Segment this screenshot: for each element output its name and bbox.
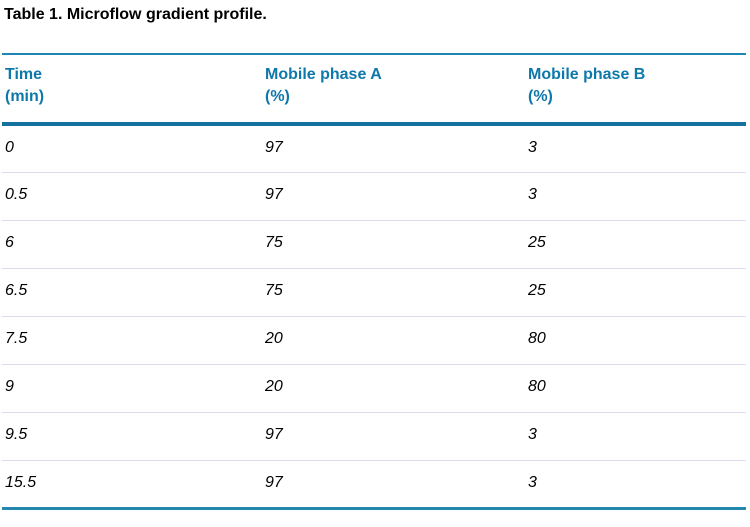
cell-time: 0 — [5, 139, 14, 156]
cell-phase-b: 3 — [528, 139, 537, 156]
cell-phase-b: 80 — [525, 315, 746, 364]
cell-phase-b: 80 — [525, 363, 746, 412]
table-row: 7.5 20 80 — [2, 315, 746, 364]
table-header: Time (min) Mobile phase A (%) Mobile pha… — [2, 54, 746, 126]
table-row: 0 97 3 — [2, 124, 746, 172]
gradient-profile-table: Time (min) Mobile phase A (%) Mobile pha… — [2, 53, 746, 510]
cell-phase-a: 97 — [265, 139, 283, 156]
page-title: Table 1. Microflow gradient profile. — [4, 6, 267, 23]
header-row: Time (min) Mobile phase A (%) Mobile pha… — [2, 54, 746, 126]
cell-phase-b: 3 — [525, 171, 746, 220]
cell-time: 0.5 — [2, 171, 262, 220]
cell-phase-b: 3 — [525, 411, 746, 460]
cell-phase-a: 97 — [262, 411, 525, 460]
cell-phase-b: 3 — [525, 459, 746, 508]
table-row: 6.5 75 25 — [2, 267, 746, 316]
table-row: 6 75 25 — [2, 219, 746, 268]
column-header-mobile-phase-a-unit: (%) — [265, 88, 290, 105]
table-row: 9.5 97 3 — [2, 411, 746, 460]
cell-time: 9 — [2, 363, 262, 412]
cell-phase-b: 25 — [525, 267, 746, 316]
column-header-mobile-phase-b: Mobile phase B (%) — [525, 54, 746, 126]
column-header-time-unit: (min) — [5, 88, 45, 105]
cell-phase-a: 97 — [262, 171, 525, 220]
cell-time: 9.5 — [2, 411, 262, 460]
cell-phase-a: 97 — [262, 459, 525, 508]
table-row: 0.5 97 3 — [2, 171, 746, 220]
column-header-mobile-phase-b-label: Mobile phase B — [528, 66, 646, 83]
cell-time: 6.5 — [2, 267, 262, 316]
column-header-mobile-phase-a-label: Mobile phase A — [265, 66, 382, 83]
table-row: 9 20 80 — [2, 363, 746, 412]
table-row: 15.5 97 3 — [2, 459, 746, 508]
cell-phase-a: 75 — [262, 267, 525, 316]
cell-phase-b: 25 — [525, 219, 746, 268]
column-header-mobile-phase-b-unit: (%) — [528, 88, 553, 105]
column-header-time: Time (min) — [2, 54, 262, 126]
cell-time: 6 — [2, 219, 262, 268]
cell-phase-a: 20 — [262, 315, 525, 364]
cell-time: 7.5 — [2, 315, 262, 364]
cell-phase-a: 75 — [262, 219, 525, 268]
column-header-mobile-phase-a: Mobile phase A (%) — [262, 54, 525, 126]
cell-phase-a: 20 — [262, 363, 525, 412]
cell-time: 15.5 — [2, 459, 262, 508]
column-header-time-label: Time — [5, 66, 43, 83]
table-body: 0 97 3 0.5 97 3 6 75 25 6.5 75 25 7.5 20… — [2, 124, 746, 508]
